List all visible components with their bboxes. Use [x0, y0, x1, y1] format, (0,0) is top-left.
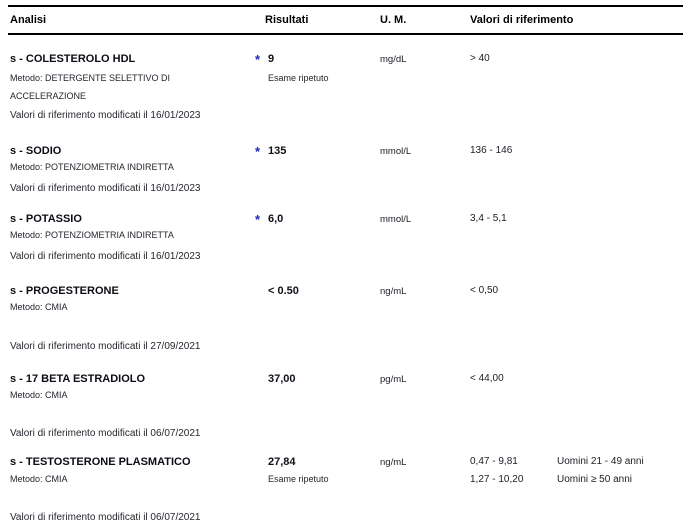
reference-range: 3,4 - 5,1 — [470, 213, 507, 224]
column-header-analisi: Analisi — [10, 14, 47, 26]
reference-range-note: Uomini 21 - 49 anni — [557, 456, 644, 467]
test-name: s - PROGESTERONE — [10, 285, 119, 297]
test-name: s - TESTOSTERONE PLASMATICO — [10, 456, 191, 468]
unit-of-measure: pg/mL — [380, 374, 407, 385]
unit-of-measure: mmol/L — [380, 214, 412, 225]
result-value: 27,84 — [268, 456, 296, 468]
method-text-line1: Metodo: CMIA — [10, 302, 68, 312]
test-name: s - 17 BETA ESTRADIOLO — [10, 373, 146, 385]
reference-range-2: 1,27 - 10,20 — [470, 474, 524, 485]
method-text-line1: Metodo: POTENZIOMETRIA INDIRETTA — [10, 162, 174, 172]
result-note: Esame ripetuto — [268, 474, 329, 484]
result-value: 135 — [268, 145, 287, 157]
reference-modified-text: Valori di riferimento modificati il 06/0… — [10, 512, 201, 523]
unit-of-measure: ng/mL — [380, 286, 407, 297]
column-header-valori: Valori di riferimento — [470, 14, 574, 26]
result-value: < 0.50 — [268, 285, 299, 297]
method-text-line1: Metodo: CMIA — [10, 474, 68, 484]
test-name: s - SODIO — [10, 145, 62, 157]
reference-modified-text: Valori di riferimento modificati il 06/0… — [10, 428, 201, 439]
result-value: 6,0 — [268, 213, 284, 225]
reference-range: 136 - 146 — [470, 145, 513, 156]
header-top-rule — [8, 5, 683, 7]
reference-range-2-note: Uomini ≥ 50 anni — [557, 474, 632, 485]
method-text-line2: ACCELERAZIONE — [10, 91, 87, 101]
asterisk-flag-icon: * — [255, 212, 261, 227]
asterisk-flag-icon: * — [255, 52, 261, 67]
reference-range: < 0,50 — [470, 285, 499, 296]
asterisk-flag-icon: * — [255, 144, 261, 159]
column-header-um: U. M. — [380, 14, 407, 26]
reference-range: > 40 — [470, 53, 490, 64]
result-value: 37,00 — [268, 373, 296, 385]
unit-of-measure: mmol/L — [380, 146, 412, 157]
method-text-line1: Metodo: DETERGENTE SELETTIVO DI — [10, 73, 171, 83]
test-name: s - POTASSIO — [10, 213, 82, 225]
header-bottom-rule — [8, 33, 683, 35]
result-note: Esame ripetuto — [268, 73, 329, 83]
reference-range: < 44,00 — [470, 373, 504, 384]
test-name: s - COLESTEROLO HDL — [10, 53, 136, 65]
column-header-risultati: Risultati — [265, 14, 309, 26]
reference-range: 0,47 - 9,81 — [470, 456, 518, 467]
unit-of-measure: mg/dL — [380, 54, 407, 65]
method-text-line1: Metodo: CMIA — [10, 390, 68, 400]
reference-modified-text: Valori di riferimento modificati il 16/0… — [10, 183, 201, 194]
method-text-line1: Metodo: POTENZIOMETRIA INDIRETTA — [10, 230, 174, 240]
result-value: 9 — [268, 53, 275, 65]
unit-of-measure: ng/mL — [380, 457, 407, 468]
reference-modified-text: Valori di riferimento modificati il 16/0… — [10, 251, 201, 262]
reference-modified-text: Valori di riferimento modificati il 16/0… — [10, 110, 201, 121]
reference-modified-text: Valori di riferimento modificati il 27/0… — [10, 341, 201, 352]
